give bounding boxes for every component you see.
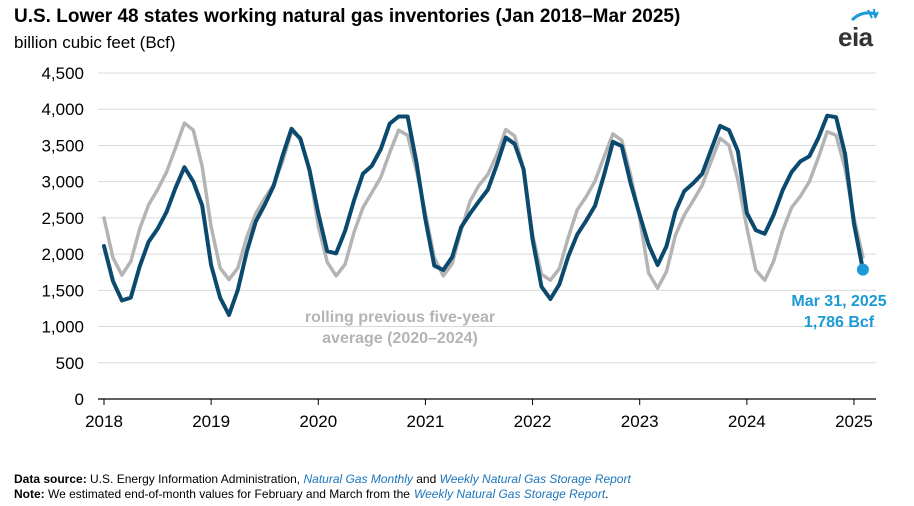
average-label-line1: rolling previous five-year [305, 309, 495, 326]
y-tick-label: 3,000 [41, 173, 84, 192]
average-label-line2: average (2020–2024) [322, 330, 478, 347]
x-tick-label: 2024 [728, 412, 766, 431]
x-tick-label: 2021 [407, 412, 445, 431]
x-tick-label: 2018 [85, 412, 123, 431]
note-label: Note: [14, 487, 45, 501]
actual-inventory-line [102, 113, 865, 317]
data-source-text-2: and [416, 472, 437, 486]
five-year-average-line [102, 121, 865, 290]
x-tick-label: 2022 [514, 412, 552, 431]
eia-logo: eia [828, 8, 884, 52]
y-tick-label: 2,000 [41, 245, 84, 264]
y-tick-label: 0 [75, 390, 84, 409]
note-end: . [605, 487, 609, 501]
data-source-text-1: U.S. Energy Information Administration, [90, 472, 301, 486]
weekly-storage-report-link[interactable]: Weekly Natural Gas Storage Report [439, 472, 631, 486]
note-storage-report-link[interactable]: Weekly Natural Gas Storage Report [413, 487, 606, 501]
chart-title: U.S. Lower 48 states working natural gas… [14, 6, 681, 27]
callout-date: Mar 31, 2025 [791, 293, 886, 310]
y-tick-label: 500 [56, 354, 84, 373]
x-tick-label: 2019 [192, 412, 230, 431]
chart-subtitle: billion cubic feet (Bcf) [14, 33, 176, 52]
data-source-label: Data source: [14, 472, 87, 486]
x-tick-label: 2020 [299, 412, 337, 431]
callout-value: 1,786 Bcf [804, 314, 875, 331]
y-tick-label: 3,500 [41, 136, 84, 155]
y-tick-label: 4,500 [41, 64, 84, 83]
estimation-note: Note: We estimated end-of-month values f… [14, 487, 609, 501]
y-tick-label: 2,500 [41, 209, 84, 228]
natural-gas-monthly-link[interactable]: Natural Gas Monthly [303, 472, 413, 486]
y-tick-label: 1,500 [41, 281, 84, 300]
latest-value-marker [856, 263, 869, 276]
y-tick-label: 4,000 [41, 100, 84, 119]
logo-text: eia [838, 22, 873, 52]
data-source-note: Data source: U.S. Energy Information Adm… [14, 472, 631, 486]
x-tick-label: 2025 [835, 412, 873, 431]
note-text: We estimated end-of-month values for Feb… [48, 487, 410, 501]
x-tick-label: 2023 [621, 412, 659, 431]
logo-swoosh-icon [850, 8, 879, 22]
y-tick-label: 1,000 [41, 318, 84, 337]
